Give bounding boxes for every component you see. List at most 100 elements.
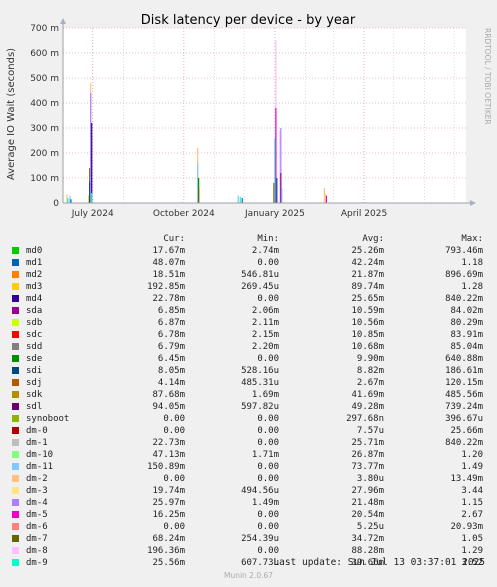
- legend-swatch: [12, 499, 19, 506]
- legend-avg-value: 9.90m: [356, 354, 384, 364]
- legend-min-value: 485.31u: [241, 378, 279, 388]
- legend-avg-value: 34.72m: [351, 534, 384, 544]
- legend-series-name: dm-7: [26, 534, 48, 544]
- legend-min-value: 0.00: [257, 414, 279, 424]
- legend-row: sdl 94.05m 597.82u 49.28m 739.24m: [12, 401, 488, 413]
- legend-series-name: md1: [26, 258, 43, 268]
- legend-row: dm-2 0.00 0.00 3.80u 13.49m: [12, 473, 488, 485]
- legend-min-value: 2.74m: [251, 246, 279, 256]
- legend-cur-value: 6.79m: [157, 342, 185, 352]
- legend-min-value: 2.20m: [251, 342, 279, 352]
- legend-avg-value: 8.82m: [356, 366, 384, 376]
- col-avg-header: Avg:: [362, 234, 384, 244]
- legend-series-name: sdk: [26, 390, 43, 400]
- y-tick-label: 0: [53, 199, 59, 209]
- legend-cur-value: 25.97m: [152, 498, 185, 508]
- legend-swatch: [12, 367, 19, 374]
- legend-series-name: sdj: [26, 378, 43, 388]
- legend-cur-value: 87.68m: [152, 390, 185, 400]
- y-tick-label: 300 m: [30, 124, 59, 134]
- legend-min-value: 2.15m: [251, 330, 279, 340]
- legend-row: dm-7 68.24m 254.39u 34.72m 1.05: [12, 533, 488, 545]
- legend-swatch: [12, 391, 19, 398]
- legend-swatch: [12, 451, 19, 458]
- legend-cur-value: 22.78m: [152, 294, 185, 304]
- legend-swatch: [12, 247, 19, 254]
- legend-cur-value: 16.25m: [152, 510, 185, 520]
- legend-avg-value: 49.28m: [351, 402, 384, 412]
- legend-max-value: 485.56m: [445, 390, 483, 400]
- legend-series-name: md0: [26, 246, 43, 256]
- legend-avg-value: 10.68m: [351, 342, 384, 352]
- legend-max-value: 1.28: [461, 282, 483, 292]
- legend-cur-value: 18.51m: [152, 270, 185, 280]
- legend-min-value: 1.71m: [251, 450, 279, 460]
- legend-swatch: [12, 511, 19, 518]
- legend-max-value: 2.67: [461, 510, 483, 520]
- legend-min-value: 597.82u: [241, 402, 279, 412]
- legend-max-value: 640.88m: [445, 354, 483, 364]
- legend-swatch: [12, 355, 19, 362]
- legend-series-name: sdl: [26, 402, 43, 412]
- legend-swatch: [12, 415, 19, 422]
- legend-series-name: sdi: [26, 366, 43, 376]
- legend-min-value: 1.49m: [251, 498, 279, 508]
- legend-min-value: 254.39u: [241, 534, 279, 544]
- legend-min-value: 0.00: [257, 474, 279, 484]
- legend-min-value: 607.73u: [241, 558, 279, 568]
- legend-max-value: 840.22m: [445, 438, 483, 448]
- legend-avg-value: 2.67m: [356, 378, 384, 388]
- legend-cur-value: 47.13m: [152, 450, 185, 460]
- legend-series-name: dm-10: [26, 450, 54, 460]
- legend-max-value: 1.49: [461, 462, 483, 472]
- legend-max-value: 1.18: [461, 258, 483, 268]
- legend-row: dm-9 25.56m 607.73u 39.66m 3.52: [12, 557, 488, 569]
- legend-row: dm-5 16.25m 0.00 20.54m 2.67: [12, 509, 488, 521]
- legend-min-value: 0.00: [257, 354, 279, 364]
- legend-cur-value: 94.05m: [152, 402, 185, 412]
- legend-avg-value: 20.54m: [351, 510, 384, 520]
- legend-avg-value: 39.66m: [351, 558, 384, 568]
- legend-series-name: sde: [26, 354, 43, 364]
- legend-max-value: 120.15m: [445, 378, 483, 388]
- legend-min-value: 0.00: [257, 462, 279, 472]
- legend-cur-value: 17.67m: [152, 246, 185, 256]
- legend-avg-value: 27.96m: [351, 486, 384, 496]
- legend-avg-value: 73.77m: [351, 462, 384, 472]
- legend-cur-value: 0.00: [163, 522, 185, 532]
- legend-min-value: 0.00: [257, 294, 279, 304]
- legend: Cur: Min: Avg: Max: md0 17.67m 2.74m 25.26m…: [12, 233, 488, 569]
- legend-avg-value: 10.85m: [351, 330, 384, 340]
- legend-cur-value: 6.78m: [157, 330, 185, 340]
- legend-max-value: 793.46m: [445, 246, 483, 256]
- legend-max-value: 80.29m: [450, 318, 483, 328]
- legend-min-value: 0.00: [257, 258, 279, 268]
- legend-cur-value: 48.07m: [152, 258, 185, 268]
- axis-layer: 0 100 m 200 m 300 m 400 m 500 m 600 m 700 m July…: [30, 18, 476, 219]
- legend-min-value: 1.69m: [251, 390, 279, 400]
- legend-series-name: dm-9: [26, 558, 48, 568]
- legend-max-value: 85.04m: [450, 342, 483, 352]
- munin-version: Munin 2.0.67: [223, 571, 274, 580]
- col-max-header: Max:: [461, 234, 483, 244]
- legend-series-name: md4: [26, 294, 43, 304]
- legend-avg-value: 5.25u: [356, 522, 384, 532]
- legend-max-value: 840.22m: [445, 294, 483, 304]
- legend-max-value: 3.52: [461, 558, 483, 568]
- legend-row: sdj 4.14m 485.31u 2.67m 120.15m: [12, 377, 488, 389]
- chart-title: Disk latency per device - by year: [141, 13, 356, 28]
- legend-min-value: 0.00: [257, 426, 279, 436]
- legend-max-value: 396.67u: [445, 414, 483, 424]
- legend-row: sdb 6.87m 2.11m 10.56m 80.29m: [12, 317, 488, 329]
- legend-avg-value: 41.69m: [351, 390, 384, 400]
- legend-avg-value: 89.74m: [351, 282, 384, 292]
- legend-row: dm-6 0.00 0.00 5.25u 20.93m: [12, 521, 488, 533]
- legend-row: sda 6.85m 2.06m 10.59m 84.02m: [12, 305, 488, 317]
- legend-series-name: sdb: [26, 318, 43, 328]
- legend-cur-value: 192.85m: [147, 282, 185, 292]
- legend-cur-value: 8.05m: [157, 366, 185, 376]
- legend-swatch: [12, 343, 19, 350]
- legend-swatch: [12, 259, 19, 266]
- legend-cur-value: 0.00: [163, 426, 185, 436]
- y-tick-label: 400 m: [30, 99, 59, 109]
